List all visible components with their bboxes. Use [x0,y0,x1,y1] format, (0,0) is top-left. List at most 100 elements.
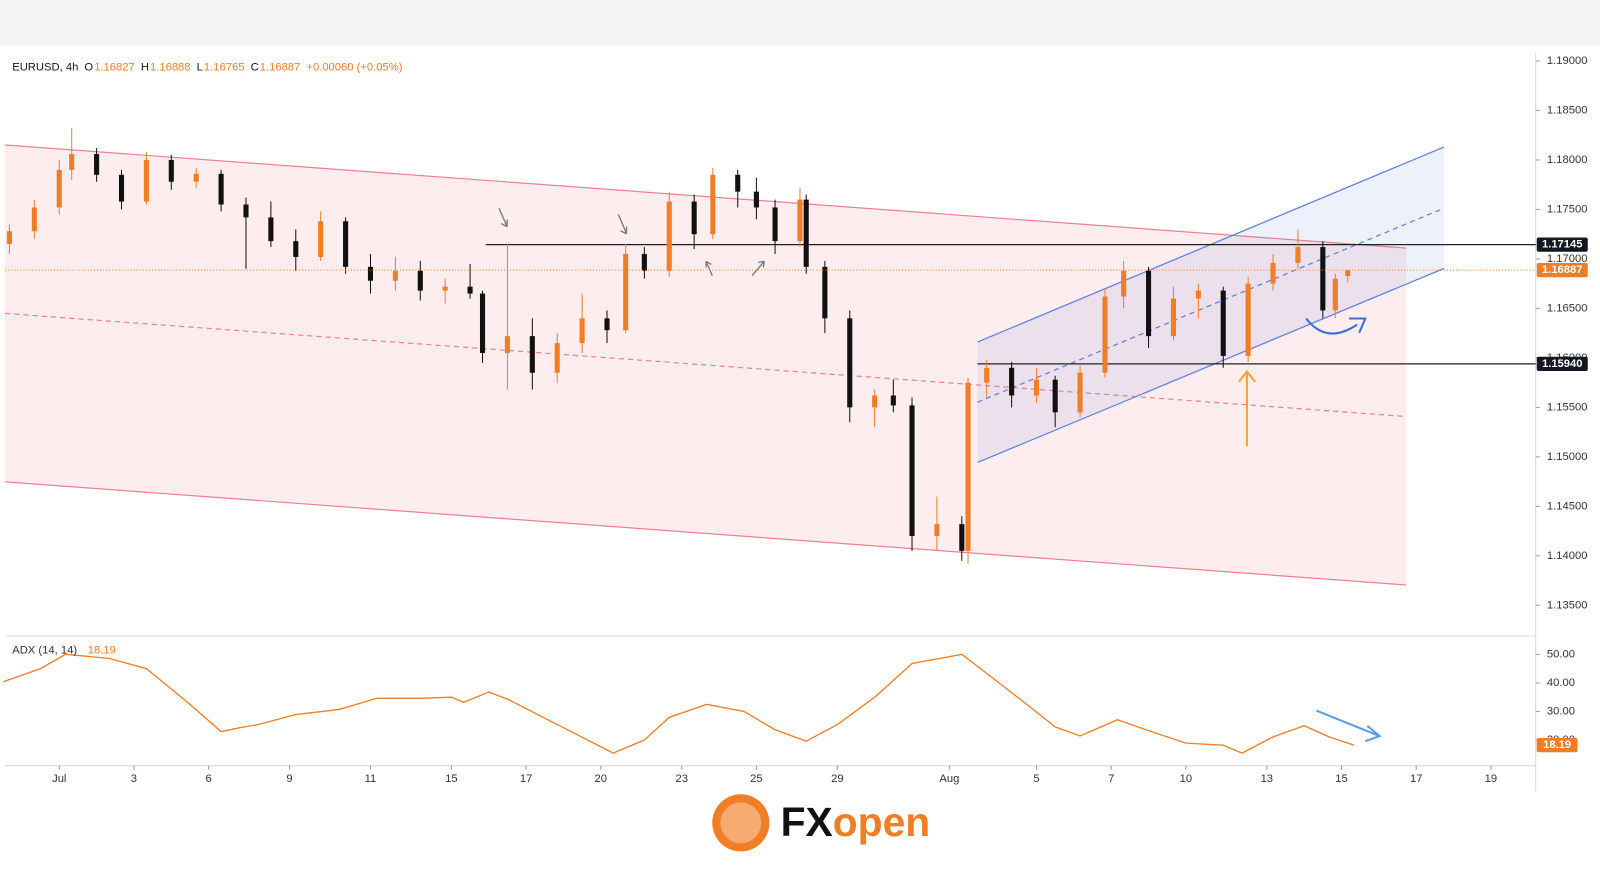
logo-icon-inner [720,802,762,844]
candle-body [641,253,647,271]
candle-body [666,201,672,271]
candle-body [872,395,878,408]
candle-body [822,266,828,319]
drawings [5,144,1536,743]
candle-body [479,293,486,353]
chart-bg [0,45,1600,792]
adx-value-box [1536,738,1578,753]
candle-body [193,173,199,182]
level-label: 1.15940 [1542,358,1583,370]
candle-body [1195,290,1201,299]
l-label: L [197,61,203,73]
y-tick-label: 1.14000 [1547,550,1588,562]
candle-body [847,318,853,408]
x-tick-label: 7 [1108,773,1114,785]
last-price-box [1536,262,1588,278]
candle-body [1009,367,1015,396]
y-tick-label: 1.15000 [1547,451,1588,463]
candle-body [1033,379,1040,396]
x-tick-label: 11 [365,773,377,785]
c-label: C [251,61,259,73]
candle-body [691,201,697,235]
c-value: 1.16887 [260,61,301,73]
adx-y-tick-label: 50.00 [1547,648,1575,660]
blue-channel-bottom [977,267,1445,464]
x-tick-label: 19 [1485,773,1497,785]
candle-body [909,405,915,537]
y-tick-label: 1.15500 [1547,401,1588,413]
x-tick-label: Jul [52,773,66,785]
candle-body [803,199,809,267]
candle-body [1145,270,1152,337]
logo-text: FXopen [781,799,931,845]
y-tick-label: 1.18000 [1547,154,1588,166]
o-label: O [84,61,93,73]
l-value: 1.16765 [204,61,245,73]
candle-body [467,286,473,294]
candle-body [554,343,560,373]
candle-body [504,336,510,353]
last-price-label: 1.16887 [1542,264,1583,276]
x-tick-label: 17 [1410,773,1422,785]
candle-body [797,199,803,242]
x-tick-label: 29 [831,773,843,785]
x-tick-label: 3 [131,773,137,785]
x-tick-label: 15 [1335,773,1347,785]
adx-line [3,653,1355,754]
y-tick-label: 1.14500 [1547,500,1588,512]
candle-body [890,395,896,406]
blue-channel-mid [977,207,1445,403]
candle-body [31,207,37,232]
candle-body [710,174,716,235]
candle-body [318,221,324,257]
candle-body [959,524,965,551]
candle-body [417,270,423,291]
adx-current: 18.19 [88,644,116,656]
candle-body [243,204,249,218]
y-tick-label: 1.16500 [1547,302,1588,314]
x-tick-label: 13 [1261,773,1273,785]
level-box [1536,356,1588,371]
x-tick-label: 10 [1180,773,1192,785]
h-value: 1.16888 [150,61,191,73]
top-strip [0,0,1600,46]
level-box [1536,237,1588,252]
candle-body [367,266,374,281]
candle-body [1170,298,1176,337]
logo-icon [712,794,770,852]
red-channel-mid [5,312,1407,418]
candle-body [168,159,174,182]
header: EURUSD, 4h O1.16827 H1.16888 L1.16765 C1.168… [12,61,402,73]
candle-body [529,336,535,373]
candle-body [343,221,349,267]
y-tick-label: 1.17000 [1547,253,1588,265]
candle-body [623,253,629,331]
candle-body [392,270,398,281]
logo-fx: FX [781,799,833,845]
adx-y-tick-label: 30.00 [1547,705,1575,717]
red-channel-top [5,144,1407,249]
gray-arrows [498,207,765,277]
candle-body [56,169,62,208]
y-tick-label: 1.17500 [1547,203,1588,215]
candle-body [1345,270,1351,277]
candle-body [1077,372,1083,413]
candle-body [268,217,274,242]
candle-body [604,318,610,331]
candle-body [1295,247,1301,263]
candle-body [772,207,778,242]
candle-body [118,174,125,202]
change: +0.00060 (+0.05%) [306,61,402,73]
adx-y-tick-label: 40.00 [1547,677,1575,689]
orange-arrow [1237,369,1256,447]
candle-body [753,191,759,208]
candle-body [1245,283,1251,356]
adx-value-label: 18.19 [1543,739,1571,751]
candle-body [965,382,971,551]
x-tick-label: 9 [286,773,292,785]
candle-body [442,286,448,291]
candle-body [69,154,75,170]
y-tick-label: 1.13500 [1547,599,1588,611]
